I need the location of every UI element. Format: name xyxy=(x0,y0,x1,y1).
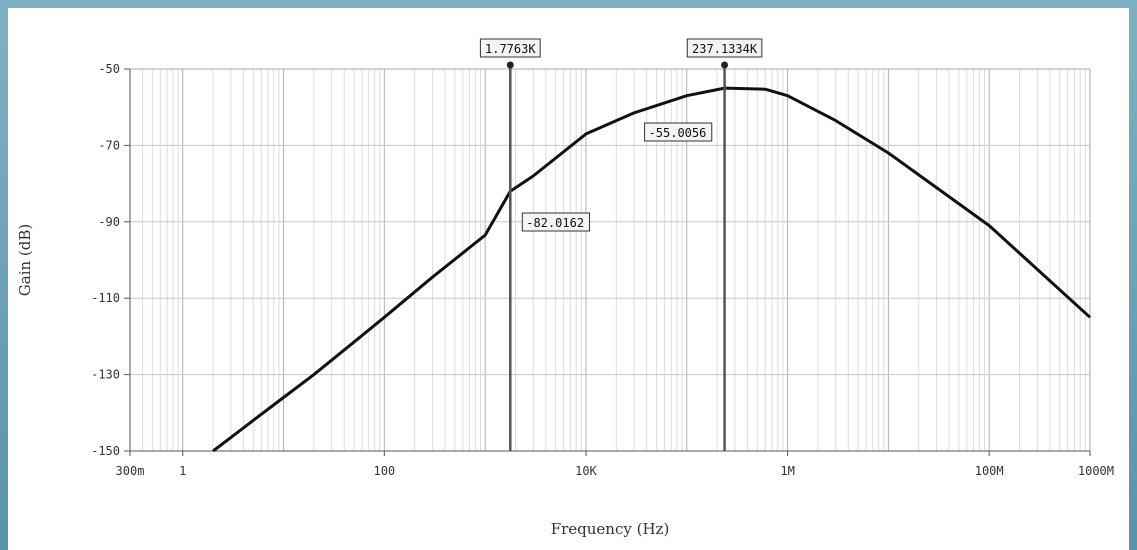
cursor-y-box xyxy=(521,212,590,232)
y-tick-label: -150 xyxy=(91,444,120,458)
x-tick-label: 10K xyxy=(575,464,597,478)
y-tick-label: -90 xyxy=(98,215,120,229)
cursor-handle xyxy=(506,61,514,69)
gain-curve xyxy=(212,86,1092,453)
x-tick-label: 300m xyxy=(116,464,145,478)
cursor-x-label: 1.7763K xyxy=(485,42,536,56)
axes xyxy=(124,68,1091,456)
grid-minor xyxy=(129,69,1086,451)
x-tick-label: 1 xyxy=(179,464,186,478)
bode-plot: -50 -70 -90 -110 -130 -150 300m 1 100 10K 1M 100M 10… xyxy=(16,38,1114,538)
cursor-x-box xyxy=(479,38,541,58)
cursor-x-label: 237.1334K xyxy=(692,42,758,56)
series-layer xyxy=(212,86,1092,453)
cursor-y-label: -82.0162 xyxy=(526,216,584,230)
tick-labels: -50 -70 -90 -110 -130 -150 300m 1 100 10K 1M 100M 10… xyxy=(91,62,1114,478)
y-tick-label: -130 xyxy=(91,368,120,382)
y-tick-label: -110 xyxy=(91,291,120,305)
cursor-y-label: -55.0056 xyxy=(649,126,707,140)
chart-frame: -50 -70 -90 -110 -130 -150 300m 1 100 10K 1M 100M 10… xyxy=(8,8,1129,550)
cursor-layer: 1.7763K -82.0162 237.1334K -55.0056 xyxy=(479,38,763,451)
x-tick-label: 1M xyxy=(780,464,794,478)
y-tick-label: -50 xyxy=(98,62,120,76)
x-tick-label: 100 xyxy=(373,464,395,478)
cursor-x-box xyxy=(686,38,763,58)
x-tick-label: 1000M xyxy=(1078,464,1114,478)
cursor-handle xyxy=(721,61,729,69)
x-axis-title: Frequency (Hz) xyxy=(551,520,670,538)
cursor-y-box xyxy=(644,122,713,142)
y-tick-label: -70 xyxy=(98,138,120,152)
y-axis-title: Gain (dB) xyxy=(16,224,34,296)
x-tick-label: 100M xyxy=(975,464,1004,478)
